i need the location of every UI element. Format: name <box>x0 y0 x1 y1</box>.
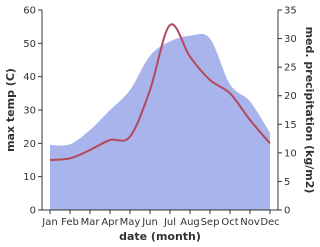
y2-tick-label: 30 <box>284 34 297 45</box>
x-tick-label: Oct <box>221 217 238 228</box>
x-tick-label: Apr <box>101 217 119 228</box>
y-tick-label: 60 <box>23 6 36 17</box>
x-axis-title: date (month) <box>119 230 201 243</box>
x-tick-label: May <box>120 217 141 228</box>
x-tick-label: Jun <box>141 217 158 228</box>
x-tick-label: Nov <box>240 217 260 228</box>
y2-tick-label: 25 <box>284 63 297 74</box>
x-tick-label: Jul <box>163 217 176 228</box>
y2-tick-label: 20 <box>284 91 297 102</box>
y-tick-label: 40 <box>23 72 36 83</box>
y-axis-title: max temp (C) <box>4 68 17 152</box>
y-tick-label: 20 <box>23 139 36 150</box>
y-tick-label: 30 <box>23 106 36 117</box>
x-tick-label: Jan <box>41 217 57 228</box>
y2-tick-label: 35 <box>284 6 297 17</box>
temp-line <box>49 23 271 161</box>
x-tick-label: Mar <box>81 217 101 228</box>
y-tick-label: 10 <box>23 172 36 183</box>
x-tick-label: Aug <box>180 217 200 228</box>
y-tick-label: 50 <box>23 39 36 50</box>
y2-axis-title: med. precipitation (kg/m2) <box>303 27 316 194</box>
y2-tick-label: 0 <box>284 206 290 217</box>
x-tick-label: Dec <box>260 217 279 228</box>
precipitation-area <box>50 33 270 211</box>
x-tick-label: Sep <box>201 217 220 228</box>
y2-tick-label: 10 <box>284 148 297 159</box>
y-tick-label: 0 <box>30 206 36 217</box>
x-tick-label: Feb <box>61 217 79 228</box>
y2-tick-label: 5 <box>284 177 290 188</box>
y2-tick-label: 15 <box>284 120 297 131</box>
